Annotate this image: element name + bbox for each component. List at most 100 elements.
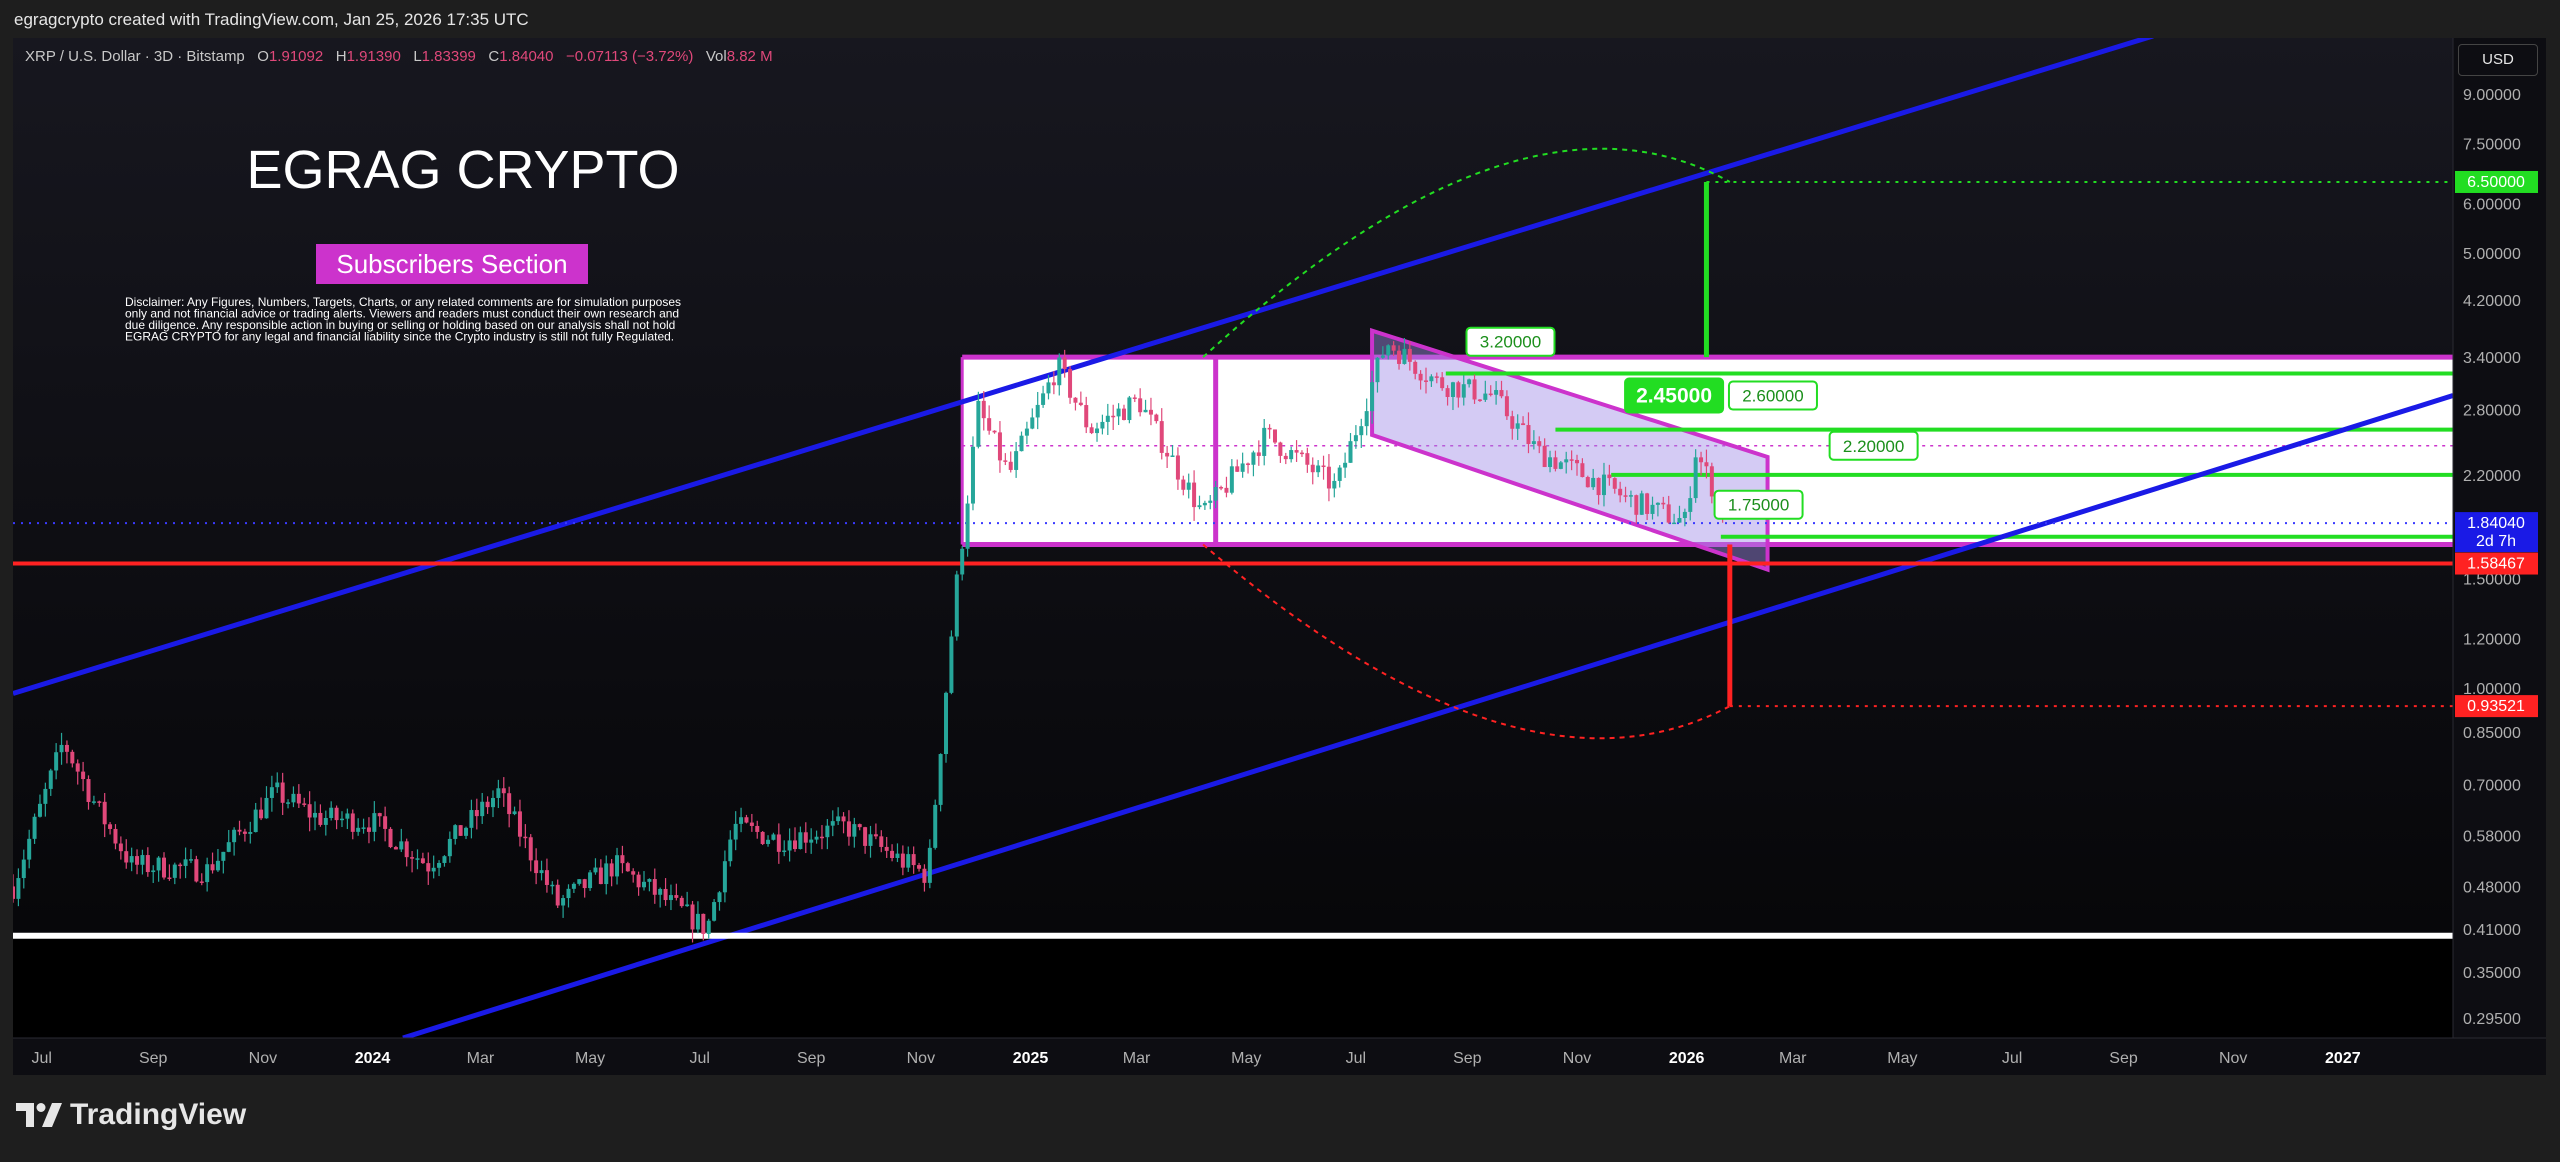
- price-tick-label: 7.50000: [2463, 136, 2521, 153]
- candle-body: [75, 763, 80, 772]
- candle-body: [1499, 390, 1504, 397]
- price-tick-label: 5.00000: [2463, 246, 2521, 263]
- candle-body: [1709, 466, 1714, 497]
- disclaimer-line-0: Disclaimer: Any Figures, Numbers, Target…: [125, 295, 681, 309]
- candle-body: [1537, 441, 1542, 446]
- candle-body: [1612, 478, 1617, 489]
- candle-body: [512, 811, 517, 815]
- callout-box-4: [1713, 489, 1804, 520]
- candle-body: [1154, 414, 1159, 422]
- high-label: H: [335, 48, 347, 65]
- candle-body: [420, 858, 425, 864]
- chart-frame[interactable]: 3.20000 2.45000 2.60000 2.20000 1.75000 9.000…: [13, 38, 2546, 1075]
- callout-box-3: [1828, 430, 1919, 461]
- disclaimer-line-2: due diligence. Any responsible action in…: [125, 318, 675, 332]
- time-tick-label: Mar: [467, 1050, 495, 1067]
- candle-body: [431, 867, 436, 872]
- price-tick-label: 1.20000: [2463, 632, 2521, 649]
- candle-body: [846, 821, 851, 837]
- candle-body: [1623, 495, 1628, 497]
- candle-body: [1084, 405, 1089, 428]
- candle-body: [895, 853, 900, 859]
- candle-body: [291, 793, 296, 803]
- candle-body: [1181, 479, 1186, 490]
- candle-body: [598, 867, 603, 885]
- low-value: 1.83399: [421, 48, 476, 65]
- candle-body: [1332, 480, 1337, 489]
- candle-body: [350, 813, 355, 832]
- candle-body: [927, 847, 932, 883]
- candle-body: [604, 863, 609, 885]
- candle-body: [248, 832, 253, 834]
- candle-body: [124, 851, 129, 863]
- candle-body: [415, 858, 420, 860]
- candle-body: [172, 864, 177, 878]
- price-chart[interactable]: 3.20000 2.45000 2.60000 2.20000 1.75000 9.000…: [13, 38, 2546, 1075]
- candle-body: [469, 810, 474, 828]
- candle-body: [237, 829, 242, 832]
- candle-body: [949, 636, 954, 693]
- candle-body: [1591, 477, 1596, 488]
- candle-body: [1316, 465, 1321, 473]
- candle-body: [1645, 493, 1650, 514]
- volume-label: Vol: [705, 48, 727, 65]
- candle-body: [1467, 379, 1472, 385]
- candle-body: [140, 855, 145, 865]
- tradingview-logo[interactable]: TradingView: [16, 1098, 246, 1132]
- time-tick-label: Nov: [249, 1050, 277, 1067]
- candle-body: [323, 818, 328, 825]
- candle-body: [86, 779, 91, 802]
- candle-body: [1105, 415, 1110, 422]
- time-tick-label: May: [1887, 1050, 1917, 1067]
- candle-body: [329, 807, 334, 819]
- price-tick-label: 2.20000: [2463, 468, 2521, 485]
- price-tick-label: 1.50000: [2463, 571, 2521, 588]
- callout-box-1: [1624, 377, 1725, 414]
- candle-body: [410, 857, 415, 859]
- candle-body: [1208, 500, 1213, 503]
- candle-body: [1521, 423, 1526, 426]
- candle-body: [48, 770, 53, 789]
- candle-body: [1391, 345, 1396, 351]
- candle-body: [1294, 450, 1299, 453]
- candle-body: [1429, 376, 1434, 382]
- candle-body: [712, 902, 717, 921]
- last-price-badge: [2455, 512, 2538, 553]
- candle-body: [1688, 498, 1693, 512]
- candle-body: [1170, 455, 1175, 457]
- candle-body: [1213, 487, 1218, 501]
- candle-body: [210, 864, 215, 871]
- candle-body: [852, 824, 857, 837]
- candle-body: [383, 816, 388, 829]
- time-axis-bg: [13, 1038, 2546, 1075]
- channel-lower-line: [402, 393, 2453, 1038]
- candle-body: [582, 879, 587, 889]
- candle-body: [1699, 457, 1704, 463]
- candle-body: [534, 860, 539, 874]
- currency-button[interactable]: USD: [2458, 44, 2538, 76]
- candle-body: [1256, 452, 1261, 456]
- candle-body: [1068, 369, 1073, 398]
- candle-body: [1483, 393, 1488, 400]
- time-tick-label: Sep: [139, 1050, 168, 1067]
- callout-label-3: 2.20000: [1843, 437, 1904, 456]
- high-value: 1.91390: [346, 48, 401, 65]
- candle-body: [1192, 482, 1197, 508]
- candle-body: [1531, 441, 1536, 445]
- candle-body: [345, 813, 350, 819]
- candle-body: [1569, 459, 1574, 461]
- candle-body: [91, 801, 96, 803]
- candle-body: [1073, 397, 1078, 403]
- price-tick-label: 6.00000: [2463, 197, 2521, 214]
- price-tick-label: 0.48000: [2463, 879, 2521, 896]
- candle-body: [1148, 409, 1153, 415]
- downside-target-label: 0.93521: [2467, 698, 2525, 715]
- candle-body: [1634, 495, 1639, 515]
- candle-body: [1003, 460, 1008, 462]
- candle-body: [183, 859, 188, 866]
- candle-body: [685, 904, 690, 907]
- candle-body: [1407, 348, 1412, 362]
- candle-body: [663, 888, 668, 901]
- candle-body: [70, 751, 75, 764]
- upside-target-badge: [2455, 170, 2538, 193]
